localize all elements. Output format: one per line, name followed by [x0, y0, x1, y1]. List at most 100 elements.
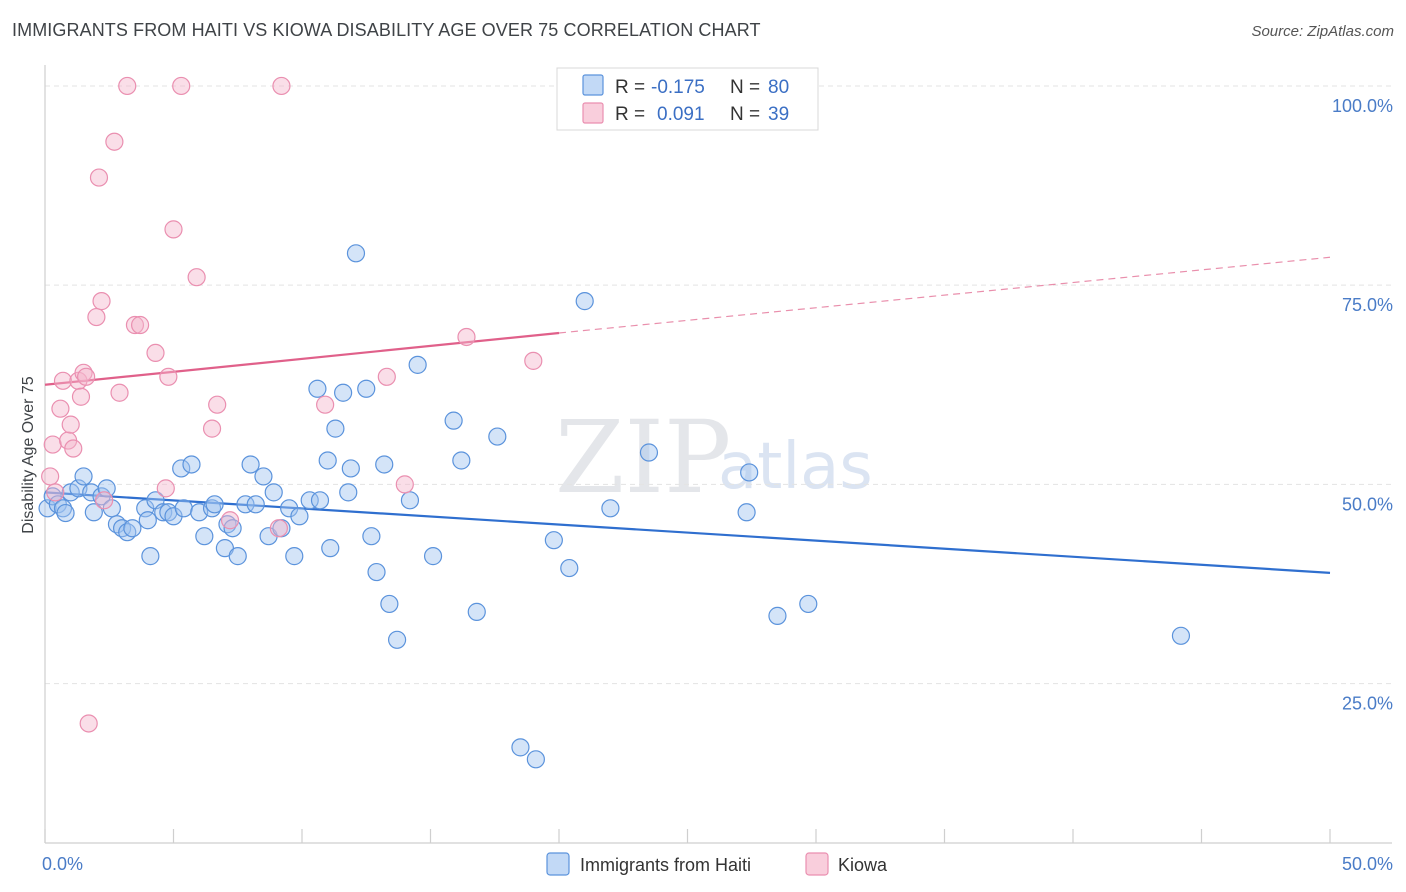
point-haiti — [310, 491, 330, 510]
series-legend: Immigrants from Haiti Kiowa — [546, 852, 888, 876]
point-haiti — [737, 503, 756, 522]
point-kiowa — [64, 439, 83, 458]
point-haiti — [174, 499, 193, 518]
point-haiti — [740, 463, 759, 482]
point-kiowa — [316, 395, 335, 414]
point-haiti — [334, 383, 353, 402]
point-kiowa — [524, 351, 543, 370]
point-haiti — [74, 467, 93, 486]
point-kiowa — [159, 367, 178, 386]
point-haiti — [400, 491, 420, 510]
trend-line-kiowa — [44, 331, 560, 386]
point-kiowa — [272, 76, 291, 96]
chart-title: IMMIGRANTS FROM HAITI VS KIOWA DISABILIT… — [12, 20, 761, 40]
data-points — [38, 76, 1191, 769]
x-tick-label-max: 50.0% — [1342, 854, 1393, 874]
point-haiti — [467, 602, 486, 621]
point-haiti — [339, 483, 358, 502]
point-haiti — [38, 499, 57, 518]
y-tick-label: 25.0% — [1342, 694, 1393, 714]
point-haiti — [97, 479, 116, 498]
point-kiowa — [46, 483, 65, 502]
point-haiti — [205, 495, 224, 514]
legend-n-value-kiowa: 39 — [768, 104, 789, 125]
point-haiti — [138, 511, 157, 530]
point-haiti — [321, 539, 340, 558]
legend-r-label-kiowa: R = — [615, 104, 645, 125]
point-kiowa — [187, 268, 206, 287]
point-kiowa — [92, 292, 111, 311]
point-kiowa — [395, 475, 414, 494]
point-haiti — [544, 531, 563, 550]
series-legend-swatch-kiowa — [805, 852, 829, 876]
legend-n-label-kiowa: N = — [730, 104, 760, 125]
point-haiti — [172, 459, 191, 478]
y-tick-label: 100.0% — [1332, 96, 1393, 116]
point-kiowa — [89, 168, 109, 187]
point-kiowa — [156, 479, 175, 498]
point-haiti — [308, 379, 327, 398]
point-haiti — [123, 519, 142, 538]
watermark-zip: ZIP — [555, 399, 731, 516]
point-kiowa — [87, 307, 106, 327]
watermark: ZIP atlas — [555, 399, 873, 516]
point-haiti — [560, 558, 579, 578]
point-haiti — [285, 547, 304, 566]
point-kiowa — [41, 467, 60, 486]
point-haiti — [380, 594, 399, 614]
point-kiowa — [130, 315, 150, 335]
point-haiti — [511, 738, 530, 757]
point-haiti — [241, 455, 260, 474]
point-haiti — [408, 355, 427, 374]
point-kiowa — [95, 491, 114, 510]
legend-n-value-haiti: 80 — [768, 77, 789, 98]
point-kiowa — [71, 387, 91, 406]
y-tick-label: 75.0% — [1342, 295, 1393, 315]
stats-legend: R = -0.175 N = 80 R = 0.091 N = 39 — [556, 67, 819, 131]
trend-line-kiowa-extension — [558, 256, 1331, 334]
point-haiti — [444, 411, 463, 430]
point-haiti — [362, 527, 381, 546]
chart-source: Source: ZipAtlas.com — [1251, 23, 1394, 40]
point-haiti — [387, 630, 407, 649]
point-haiti — [799, 594, 818, 614]
point-haiti — [601, 499, 620, 518]
point-haiti — [452, 451, 471, 470]
point-haiti — [423, 547, 443, 566]
point-haiti — [53, 499, 73, 518]
point-haiti — [341, 459, 360, 478]
point-kiowa — [377, 367, 396, 386]
point-haiti — [488, 427, 507, 446]
watermark-atlas: atlas — [718, 430, 873, 504]
point-haiti — [154, 503, 173, 522]
legend-r-value-kiowa: 0.091 — [657, 104, 705, 125]
point-haiti — [768, 606, 787, 625]
point-kiowa — [110, 383, 129, 402]
point-haiti — [195, 527, 214, 546]
series-legend-label-haiti: Immigrants from Haiti — [580, 855, 751, 875]
point-haiti — [526, 750, 545, 769]
point-haiti — [141, 547, 160, 566]
point-kiowa — [457, 327, 476, 347]
point-haiti — [575, 292, 594, 311]
axes: 25.0% 50.0% 75.0% 100.0% 0.0% 50.0% — [42, 65, 1393, 874]
point-haiti — [264, 483, 283, 502]
point-haiti — [1171, 626, 1191, 645]
point-kiowa — [118, 76, 137, 96]
point-haiti — [367, 562, 386, 582]
point-kiowa — [79, 714, 98, 733]
y-axis-title: Disability Age Over 75 — [20, 376, 37, 534]
point-haiti — [346, 244, 366, 263]
point-haiti — [639, 443, 659, 462]
trend-line-haiti — [44, 491, 1331, 574]
point-kiowa — [269, 519, 288, 538]
point-haiti — [375, 455, 394, 474]
point-haiti — [326, 419, 345, 438]
point-haiti — [300, 491, 319, 510]
legend-swatch-haiti — [582, 74, 604, 96]
point-kiowa — [208, 395, 227, 414]
point-kiowa — [146, 343, 165, 363]
series-legend-swatch-haiti — [546, 852, 570, 876]
point-haiti — [228, 547, 247, 566]
